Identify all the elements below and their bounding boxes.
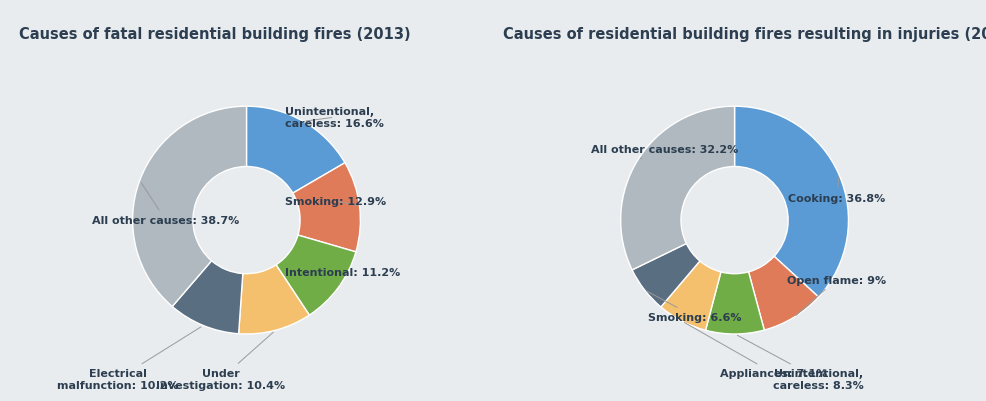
Wedge shape	[293, 163, 361, 252]
Text: Open flame: 9%: Open flame: 9%	[787, 275, 885, 316]
Text: Causes of residential building fires resulting in injuries (2013): Causes of residential building fires res…	[503, 26, 986, 42]
Text: Under
Investigation: 10.4%: Under Investigation: 10.4%	[156, 332, 285, 390]
Wedge shape	[276, 235, 356, 315]
Text: Cooking: 36.8%: Cooking: 36.8%	[789, 178, 885, 203]
Wedge shape	[173, 261, 243, 334]
Text: Intentional: 11.2%: Intentional: 11.2%	[285, 267, 400, 285]
Text: Unintentional,
careless: 8.3%: Unintentional, careless: 8.3%	[738, 336, 864, 390]
Wedge shape	[632, 244, 700, 307]
Text: Smoking: 12.9%: Smoking: 12.9%	[285, 196, 387, 206]
Text: Smoking: 6.6%: Smoking: 6.6%	[647, 292, 741, 322]
Text: Unintentional,
careless: 16.6%: Unintentional, careless: 16.6%	[285, 107, 384, 129]
Wedge shape	[246, 107, 345, 194]
Text: Causes of fatal residential building fires (2013): Causes of fatal residential building fir…	[20, 26, 411, 42]
Wedge shape	[748, 257, 818, 330]
Text: Appliances: 7.1%: Appliances: 7.1%	[684, 323, 827, 378]
Text: All other causes: 32.2%: All other causes: 32.2%	[591, 145, 738, 159]
Text: Electrical
malfunction: 10.2%: Electrical malfunction: 10.2%	[57, 327, 201, 390]
Wedge shape	[620, 107, 735, 270]
Wedge shape	[661, 261, 721, 330]
Wedge shape	[735, 107, 849, 297]
Text: All other causes: 38.7%: All other causes: 38.7%	[92, 183, 240, 225]
Wedge shape	[132, 107, 246, 307]
Wedge shape	[239, 265, 310, 334]
Wedge shape	[706, 272, 764, 334]
